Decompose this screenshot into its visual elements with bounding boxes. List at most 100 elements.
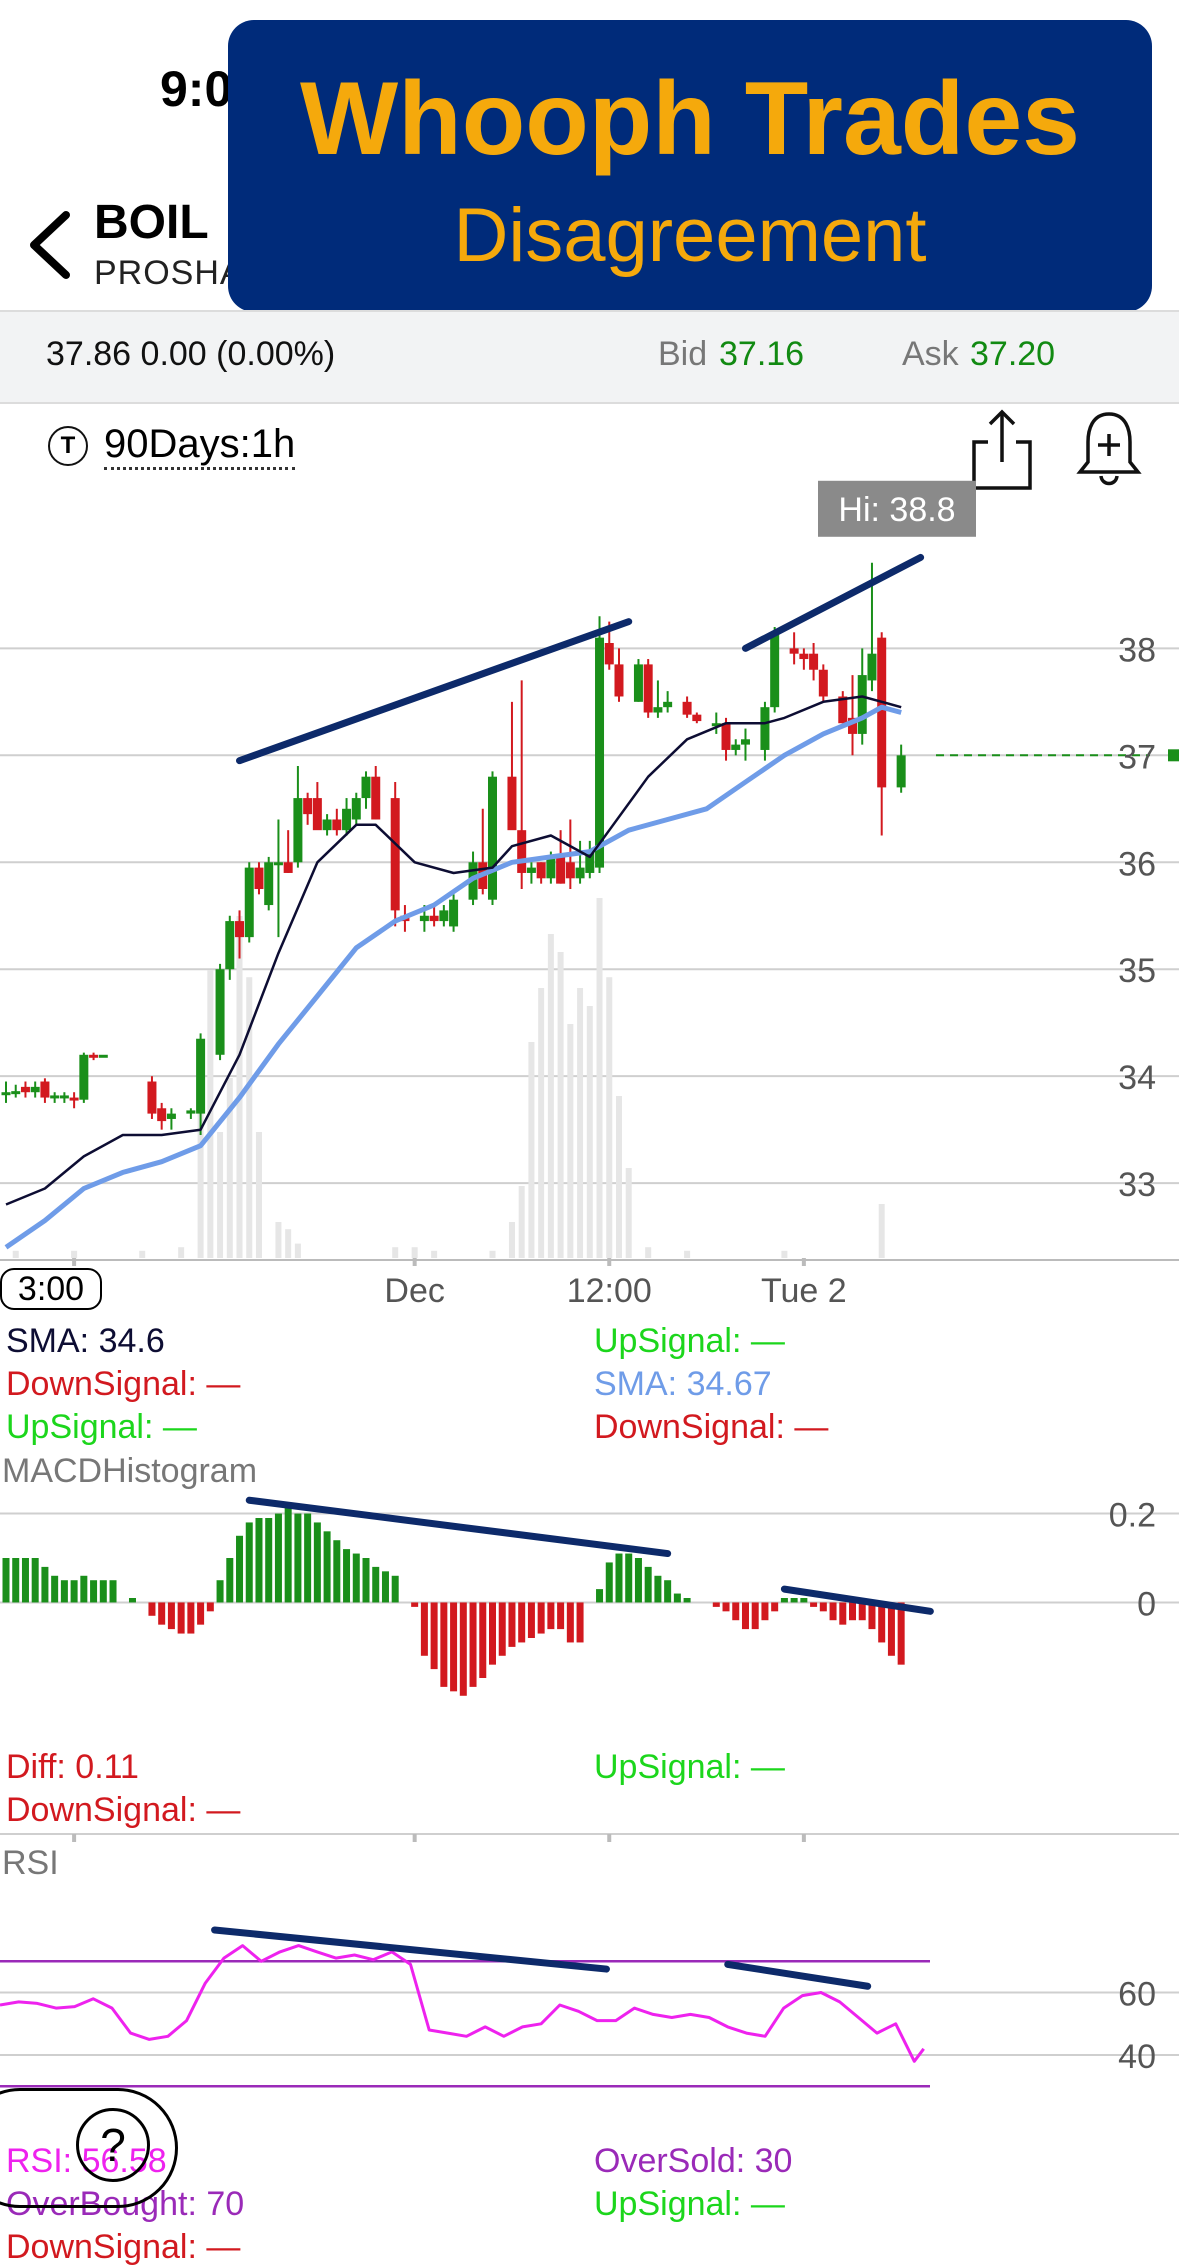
- macd-bar: [31, 1558, 39, 1603]
- period-selector[interactable]: 90Days:1h: [104, 421, 296, 470]
- candle-body: [857, 675, 867, 734]
- macd-bar: [255, 1518, 263, 1603]
- macd-bar: [887, 1602, 895, 1656]
- candle-body: [361, 776, 371, 799]
- macd-bar: [420, 1602, 428, 1656]
- legend-upsignal: UpSignal: —: [6, 1408, 197, 1446]
- candle-body: [575, 867, 585, 879]
- volume-bar: [781, 1250, 788, 1258]
- macd-bar: [576, 1602, 584, 1643]
- volume-bar: [625, 1168, 632, 1258]
- volume-bar: [236, 916, 243, 1258]
- rsi-tick-label: 40: [1118, 2038, 1156, 2076]
- macd-bar: [489, 1602, 496, 1665]
- x-tick-label: Dec: [384, 1272, 444, 1310]
- candle-body: [264, 862, 274, 906]
- volume-bar: [246, 977, 253, 1258]
- sma-slow-line: [4, 704, 902, 1250]
- macd-bar: [605, 1562, 613, 1603]
- candle-body: [692, 714, 702, 722]
- volume-bar: [275, 1222, 282, 1258]
- candle-body: [59, 1095, 69, 1099]
- volume-bar: [878, 1204, 885, 1258]
- status-time: 9:0: [160, 61, 233, 117]
- candle-body: [254, 867, 264, 889]
- bell-plus-icon[interactable]: [1076, 406, 1142, 490]
- macd-bar: [313, 1522, 321, 1603]
- macd-bar: [527, 1602, 535, 1638]
- macd-bar: [333, 1540, 341, 1603]
- macd-bar: [858, 1602, 866, 1621]
- macd-bar: [167, 1602, 175, 1630]
- macd-bar: [537, 1602, 545, 1634]
- candle-body: [273, 862, 283, 866]
- candle-body: [98, 1054, 108, 1058]
- banner-title: Whooph Trades: [300, 61, 1080, 177]
- rsi-trendline: [724, 1960, 872, 1990]
- candle-body: [303, 798, 313, 815]
- legend-rsi-downsignal: DownSignal: —: [6, 2228, 241, 2266]
- volume-bar: [139, 1250, 146, 1258]
- rsi-tick-label: 60: [1118, 1976, 1156, 2014]
- volume-bar: [538, 988, 545, 1258]
- candle-body: [50, 1095, 60, 1099]
- volume-bar: [12, 1250, 19, 1258]
- candle-body: [20, 1086, 30, 1093]
- candle-body: [789, 648, 799, 654]
- hi-label: Hi: 38.8: [838, 491, 955, 529]
- macd-bar: [469, 1602, 477, 1687]
- timeframe-badge[interactable]: 3:00: [0, 1268, 102, 1310]
- macd-bar: [381, 1571, 389, 1603]
- macd-bar: [70, 1580, 78, 1603]
- period-type-icon[interactable]: T: [48, 426, 88, 466]
- x-tick-label: 12:00: [567, 1272, 652, 1310]
- macd-bar: [849, 1602, 857, 1621]
- macd-bar: [128, 1598, 136, 1603]
- candle-body: [536, 862, 546, 879]
- legend-oversold: OverSold: 30: [594, 2142, 793, 2180]
- price-trendline: [236, 618, 633, 765]
- back-chevron-icon[interactable]: [22, 205, 82, 285]
- macd-bar: [596, 1589, 604, 1603]
- candle-body: [244, 867, 254, 938]
- candle-body: [731, 744, 741, 750]
- candle-body: [79, 1054, 89, 1100]
- candle-body: [351, 798, 361, 820]
- macd-bar: [498, 1602, 506, 1656]
- macd-bar: [819, 1602, 827, 1612]
- candle-body: [721, 723, 731, 750]
- volume-bar: [615, 1096, 622, 1258]
- candle-body: [663, 701, 673, 708]
- macd-bar: [829, 1602, 837, 1621]
- macd-bar: [362, 1558, 370, 1603]
- macd-bar: [99, 1580, 107, 1603]
- macd-bar: [430, 1602, 438, 1670]
- candle-body: [332, 819, 342, 831]
- macd-bar: [761, 1602, 769, 1621]
- candle-body: [848, 717, 858, 734]
- macd-bar: [2, 1558, 10, 1603]
- share-icon[interactable]: [970, 408, 1034, 492]
- volume-bar: [294, 1243, 301, 1258]
- macd-bar: [12, 1558, 20, 1603]
- help-button[interactable]: ?: [76, 2108, 150, 2182]
- volume-bar: [285, 1229, 292, 1258]
- candle-body: [653, 707, 663, 713]
- macd-bar: [625, 1553, 633, 1603]
- candle-body: [342, 808, 352, 831]
- candle-body: [322, 819, 332, 831]
- volume-bar: [684, 1250, 691, 1258]
- candle-body: [546, 856, 556, 879]
- macd-bar: [284, 1504, 292, 1603]
- macd-bar: [343, 1549, 351, 1603]
- macd-bar: [197, 1602, 205, 1625]
- candle-body: [235, 921, 245, 938]
- macd-bar: [839, 1602, 847, 1625]
- volume-bar: [178, 1247, 185, 1258]
- bid-label: Bid: [658, 335, 708, 373]
- candle-body: [30, 1086, 40, 1093]
- candle-body: [818, 669, 828, 697]
- macd-bar: [372, 1566, 380, 1603]
- candle-body: [89, 1054, 99, 1058]
